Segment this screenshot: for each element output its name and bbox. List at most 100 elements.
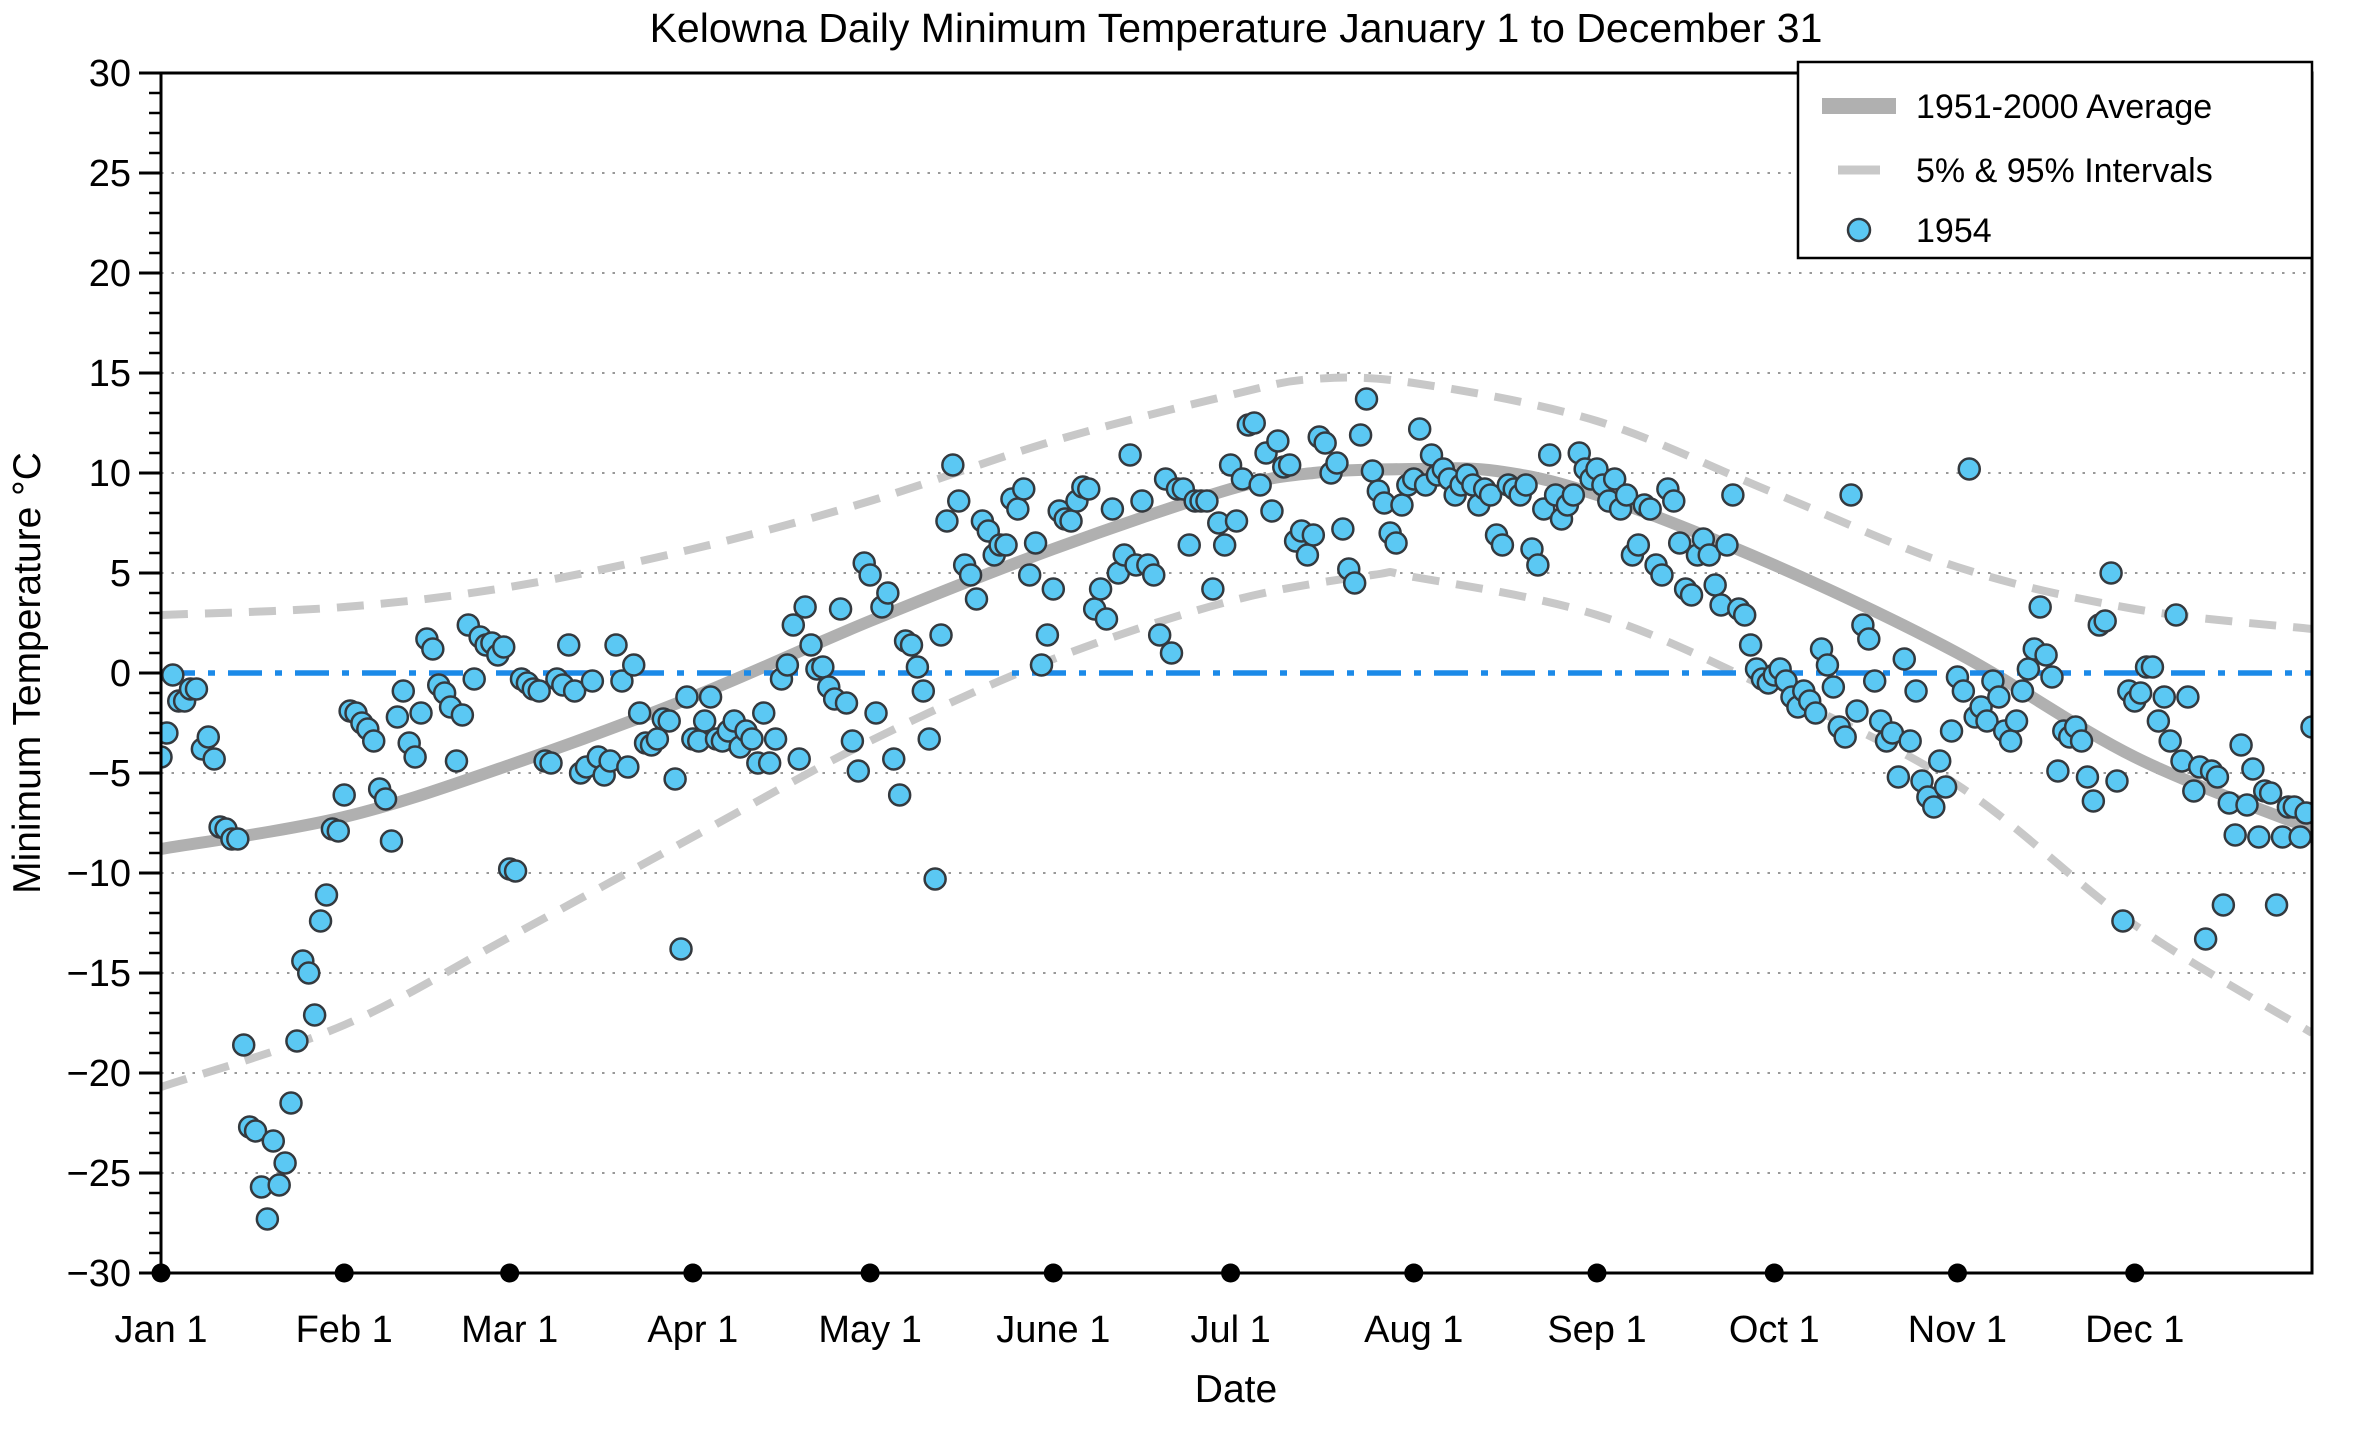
- legend: 1951-2000 Average 5% & 95% Intervals 195…: [1796, 60, 2314, 260]
- scatter-point: [1212, 533, 1237, 557]
- scatter-point: [2235, 793, 2259, 817]
- scatter-point: [1041, 577, 1066, 601]
- scatter-point: [958, 563, 983, 587]
- scatter-point: [1602, 467, 1627, 491]
- scatter-point: [2069, 729, 2094, 753]
- chart-title: Kelowna Daily Minimum Temperature Januar…: [650, 5, 1823, 51]
- scatter-point: [763, 727, 788, 751]
- scatter-point: [1118, 443, 1142, 467]
- x-tick-label: May 1: [818, 1309, 921, 1351]
- scatter-point: [604, 633, 628, 657]
- scatter-point: [385, 705, 410, 729]
- scatter-point: [267, 1173, 291, 1197]
- scatter-point: [752, 701, 776, 725]
- scatter-point: [923, 867, 947, 891]
- y-tick-label: 25: [89, 153, 131, 195]
- legend-item-1954: 1954: [1846, 212, 1992, 250]
- scatter-point: [1077, 477, 1101, 501]
- scatter-point: [279, 1091, 303, 1115]
- scatter-point: [503, 859, 528, 883]
- scatter-point: [161, 721, 179, 745]
- scatter-point: [1839, 483, 1863, 507]
- scatter-point: [1904, 679, 1928, 703]
- scatter-point: [1142, 563, 1166, 587]
- x-tick-label: June 1: [996, 1309, 1110, 1351]
- y-tick-label: −5: [88, 753, 131, 795]
- scatter-point: [231, 1033, 256, 1057]
- scatter-point: [2099, 561, 2123, 585]
- scatter-point: [941, 453, 965, 477]
- x-tick-label: Mar 1: [461, 1309, 558, 1351]
- legend-label-1954: 1954: [1916, 212, 1992, 250]
- scatter-point: [2247, 825, 2271, 849]
- scatter-point: [1325, 451, 1349, 475]
- scatter-point: [2205, 765, 2230, 789]
- scatter-point: [947, 489, 971, 513]
- scatter-point: [1638, 497, 1662, 521]
- scatter-point: [876, 581, 900, 605]
- scatter-point: [911, 679, 936, 703]
- x-tick-label: Jan 1: [115, 1309, 208, 1351]
- scatter-point: [450, 703, 475, 727]
- scatter-point: [1703, 573, 1727, 597]
- scatter-point: [2081, 789, 2106, 813]
- scatter-point: [1390, 493, 1414, 517]
- scatter-point: [692, 709, 717, 733]
- scatter-point: [1537, 443, 1562, 467]
- scatter-point: [935, 509, 959, 533]
- scatter-point: [2034, 643, 2058, 667]
- scatter-point: [2241, 757, 2265, 781]
- scatter-point: [2300, 715, 2312, 739]
- scatter-point: [2040, 665, 2064, 689]
- scatter-point: [2046, 759, 2070, 783]
- legend-box: [1796, 60, 2314, 260]
- scatter-point: [2288, 825, 2312, 849]
- scatter-point: [1348, 423, 1373, 447]
- y-tick-label: −10: [67, 853, 131, 895]
- y-tick-label: 5: [110, 553, 131, 595]
- scatter-point: [1933, 775, 1958, 799]
- scatter-point: [403, 745, 427, 769]
- scatter-point: [698, 685, 723, 709]
- scatter-point: [2223, 823, 2247, 847]
- scatter-point: [657, 709, 681, 733]
- x-tick-label: Sep 1: [1547, 1309, 1646, 1351]
- scatter-point: [2264, 893, 2289, 917]
- y-tick-label: −15: [67, 953, 131, 995]
- axes-layer: −30 −25 −20 −15 −10 −5 0 5 10 15 20 25 30 Jan 1 Feb 1 M…: [67, 53, 2185, 1351]
- scatter-point: [811, 655, 835, 679]
- scatter-point: [1721, 483, 1745, 507]
- y-tick-label: 10: [89, 453, 131, 495]
- scatter-point: [740, 727, 764, 751]
- scatter-marker-swatch: [1846, 217, 1872, 243]
- scatter-point: [261, 1129, 286, 1153]
- scatter-point: [1845, 699, 1869, 723]
- x-tick-label: Aug 1: [1364, 1309, 1463, 1351]
- scatter-point: [1561, 483, 1586, 507]
- scatter-point: [491, 635, 516, 659]
- scatter-point: [887, 783, 912, 807]
- scatter-point: [2258, 781, 2283, 805]
- scatter-point: [1242, 411, 1266, 435]
- y-tick-label: 30: [89, 53, 131, 95]
- scatter-point: [1248, 473, 1272, 497]
- scatter-point: [161, 745, 173, 769]
- scatter-point: [621, 653, 646, 677]
- y-axis-title: Minimum Temperature °C: [6, 452, 49, 894]
- scatter-point: [1715, 533, 1739, 557]
- scatter-point: [1679, 583, 1704, 607]
- scatter-point: [409, 701, 433, 725]
- scatter-point: [314, 883, 339, 907]
- scatter-point: [285, 1029, 309, 1053]
- scatter-point: [1957, 457, 1982, 481]
- scatter-point: [302, 1003, 327, 1027]
- scatter-point: [1059, 509, 1083, 533]
- x-tick-label: Apr 1: [647, 1309, 738, 1351]
- scatter-point: [1892, 647, 1917, 671]
- scatter-point: [1313, 431, 1337, 455]
- scatter-point: [527, 679, 551, 703]
- scatter-point: [840, 729, 865, 753]
- scatter-point: [1862, 669, 1887, 693]
- scatter-point: [1898, 729, 1922, 753]
- scatter-point: [2016, 657, 2041, 681]
